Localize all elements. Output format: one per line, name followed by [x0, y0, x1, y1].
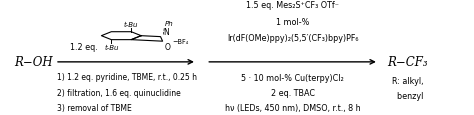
Text: 1.2 eq.: 1.2 eq.	[70, 43, 97, 52]
Text: benzyl: benzyl	[392, 92, 423, 100]
Text: 1.5 eq. Mes₂S⁺CF₃ OTf⁻: 1.5 eq. Mes₂S⁺CF₃ OTf⁻	[246, 1, 339, 10]
Text: hν (LEDs, 450 nm), DMSO, r.t., 8 h: hν (LEDs, 450 nm), DMSO, r.t., 8 h	[225, 103, 360, 112]
Text: −BF₄: −BF₄	[173, 39, 189, 45]
Text: 2) filtration, 1.6 eq. quinuclidine: 2) filtration, 1.6 eq. quinuclidine	[57, 88, 181, 97]
Text: t-Bu: t-Bu	[124, 22, 138, 28]
Text: R−OH: R−OH	[14, 56, 53, 69]
Text: t-Bu: t-Bu	[104, 45, 118, 51]
Text: Ph: Ph	[164, 21, 173, 26]
Text: N: N	[163, 28, 169, 37]
Text: 3) removal of TBME: 3) removal of TBME	[57, 103, 132, 112]
Text: 1 mol-%: 1 mol-%	[276, 18, 309, 27]
Text: R−CF₃: R−CF₃	[387, 56, 428, 69]
Text: 1) 1.2 eq. pyridine, TBME, r.t., 0.25 h: 1) 1.2 eq. pyridine, TBME, r.t., 0.25 h	[57, 72, 197, 81]
Text: R: alkyl,: R: alkyl,	[392, 76, 423, 85]
Text: O: O	[164, 43, 170, 52]
Text: 2 eq. TBAC: 2 eq. TBAC	[271, 88, 315, 97]
Text: 5 · 10 mol-% Cu(terpy)Cl₂: 5 · 10 mol-% Cu(terpy)Cl₂	[241, 73, 344, 82]
Text: Ir(dF(OMe)ppy)₂(5,5′(CF₃)bpy)PF₆: Ir(dF(OMe)ppy)₂(5,5′(CF₃)bpy)PF₆	[227, 34, 358, 43]
